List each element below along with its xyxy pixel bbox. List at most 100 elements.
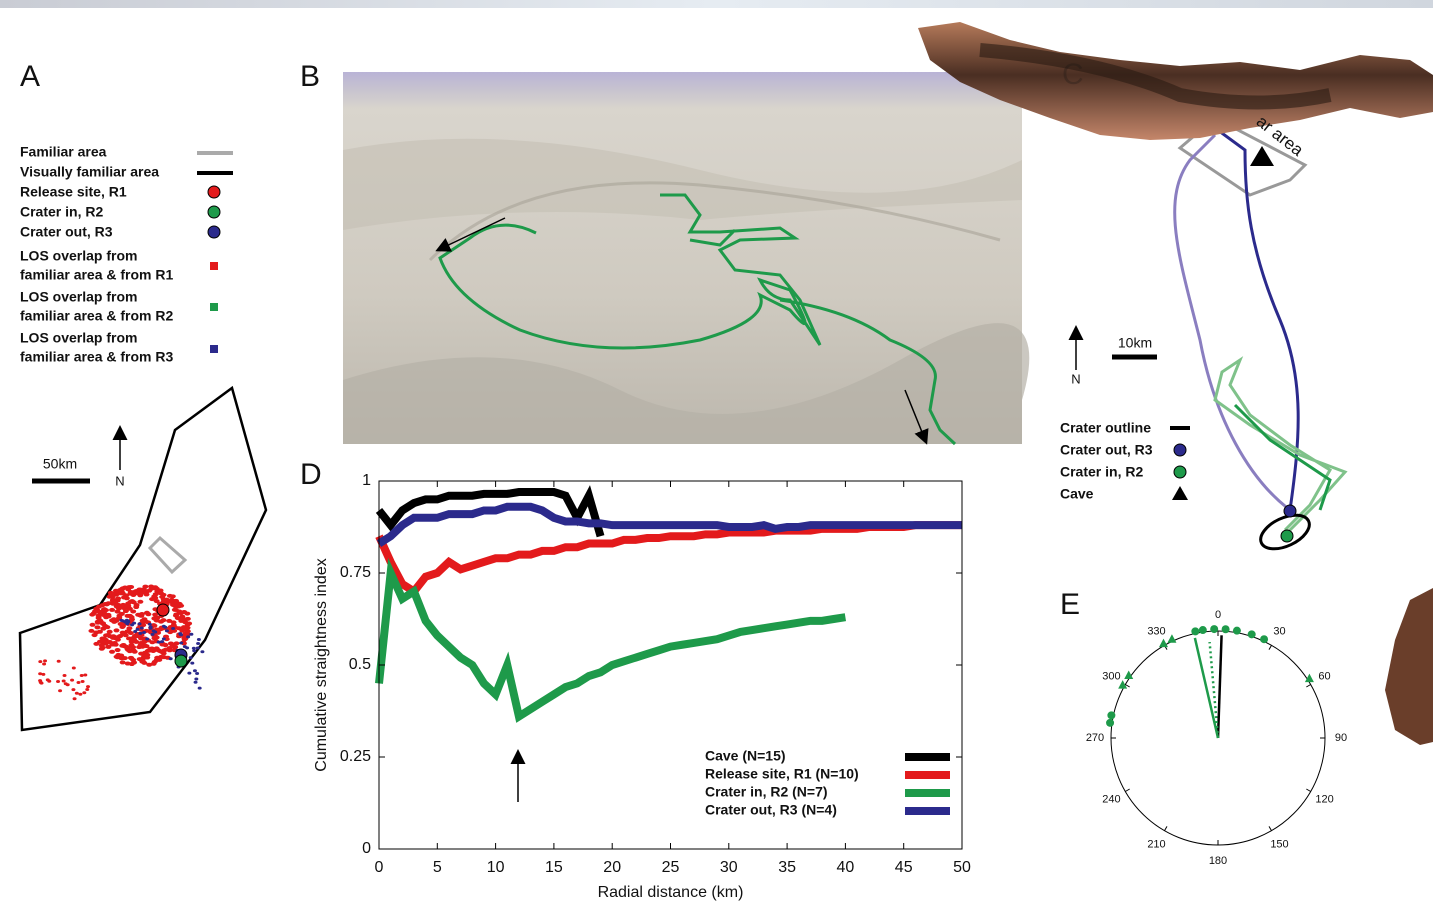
angle-tick	[1269, 826, 1272, 830]
map-dot	[106, 601, 112, 605]
map-dot	[81, 680, 85, 683]
angle-tick	[1269, 645, 1272, 649]
map-dot	[165, 629, 169, 632]
map-dot	[120, 592, 126, 596]
map-dot	[171, 627, 175, 630]
map-dot	[94, 625, 100, 629]
map-dot	[149, 626, 153, 629]
map-dot	[146, 589, 152, 593]
series-line	[379, 525, 962, 591]
map-dot	[114, 655, 120, 659]
map-dot	[108, 591, 114, 595]
legend-label: Crater in, R2	[20, 204, 103, 220]
x-tick-label: 50	[953, 859, 971, 876]
heading-point	[1199, 626, 1207, 634]
map-dot	[110, 636, 116, 640]
x-tick-label: 10	[487, 859, 505, 876]
y-tick-label: 0.5	[349, 656, 371, 673]
heading-point	[1159, 639, 1168, 648]
x-tick-label: 30	[720, 859, 738, 876]
map-dot	[140, 659, 146, 663]
map-dot	[130, 590, 136, 594]
map-dot	[152, 616, 158, 620]
map-dot	[120, 660, 126, 664]
map-dot	[147, 647, 153, 651]
x-tick-label: 25	[662, 859, 680, 876]
map-dot	[166, 619, 172, 623]
map-dot	[138, 643, 144, 647]
angle-tick	[1165, 826, 1168, 830]
angle-tick-label: 210	[1147, 838, 1165, 850]
map-dot	[86, 685, 90, 688]
map-site	[157, 604, 169, 616]
y-tick-label: 0.25	[340, 748, 371, 765]
map-dot	[124, 605, 130, 609]
map-dot	[200, 650, 204, 653]
map-dot	[145, 637, 149, 640]
legend-label: Crater outline	[1060, 420, 1151, 436]
map-dot	[153, 630, 157, 633]
map-dot	[71, 688, 75, 691]
map-dot	[62, 680, 66, 683]
y-tick-label: 1	[362, 472, 371, 489]
map-dot	[94, 609, 100, 613]
map-dot	[185, 626, 191, 630]
map-dot	[185, 617, 191, 621]
map-dot	[115, 635, 121, 639]
y-tick-label: 0.75	[340, 564, 371, 581]
legend-label: LOS overlap from	[20, 330, 137, 346]
angle-tick-label: 270	[1086, 732, 1104, 744]
legend-label: Crater out, R3	[20, 224, 113, 240]
angle-tick-label: 30	[1273, 625, 1285, 637]
map-dot	[179, 633, 183, 636]
map-dot	[137, 587, 143, 591]
map-dot	[121, 632, 127, 636]
angle-tick-label: 0	[1215, 609, 1221, 621]
map-dot	[70, 679, 74, 682]
map-dot	[128, 600, 134, 604]
map-dot	[176, 609, 182, 613]
map-dot	[125, 619, 129, 622]
legend-label: Crater in, R2	[1060, 464, 1143, 480]
map-dot	[159, 650, 165, 654]
map-dot	[137, 613, 143, 617]
map-dot	[178, 604, 184, 608]
x-tick-label: 20	[603, 859, 621, 876]
map-dot	[148, 623, 152, 626]
map-dot	[140, 637, 146, 641]
map-dot	[43, 659, 47, 662]
map-dot	[89, 613, 95, 617]
legend-label: Cave	[1060, 486, 1094, 502]
heading-point	[1107, 711, 1115, 719]
map-dot	[90, 623, 96, 627]
map-dot	[106, 614, 112, 618]
map-dot	[144, 656, 150, 660]
x-tick-label: 15	[545, 859, 563, 876]
map-dot	[75, 692, 79, 695]
map-dot	[152, 596, 158, 600]
map-dot	[157, 641, 161, 644]
legend-label: Release site, R1	[20, 184, 127, 200]
panel-letter: E	[1060, 588, 1080, 621]
map-dot	[162, 637, 166, 640]
legend-label: Release site, R1 (N=10)	[705, 766, 859, 782]
map-dot	[197, 638, 201, 641]
x-axis-label: Radial distance (km)	[598, 884, 744, 901]
map-site	[175, 655, 187, 667]
map-dot	[64, 682, 68, 685]
angle-tick-label: 120	[1315, 793, 1333, 805]
map-dot	[126, 585, 132, 589]
heading-point	[1248, 630, 1256, 638]
map-dot	[169, 643, 175, 647]
map-dot	[140, 627, 144, 630]
map-dot	[109, 650, 115, 654]
map-dot	[151, 633, 155, 636]
map-dot	[189, 656, 193, 659]
scale-label: 10km	[1118, 335, 1152, 351]
map-dot	[96, 605, 102, 609]
panel-letter: C	[1062, 58, 1084, 91]
x-tick-label: 5	[433, 859, 442, 876]
map-dot	[132, 650, 138, 654]
map-dot	[126, 626, 132, 630]
angle-tick	[1125, 789, 1129, 792]
